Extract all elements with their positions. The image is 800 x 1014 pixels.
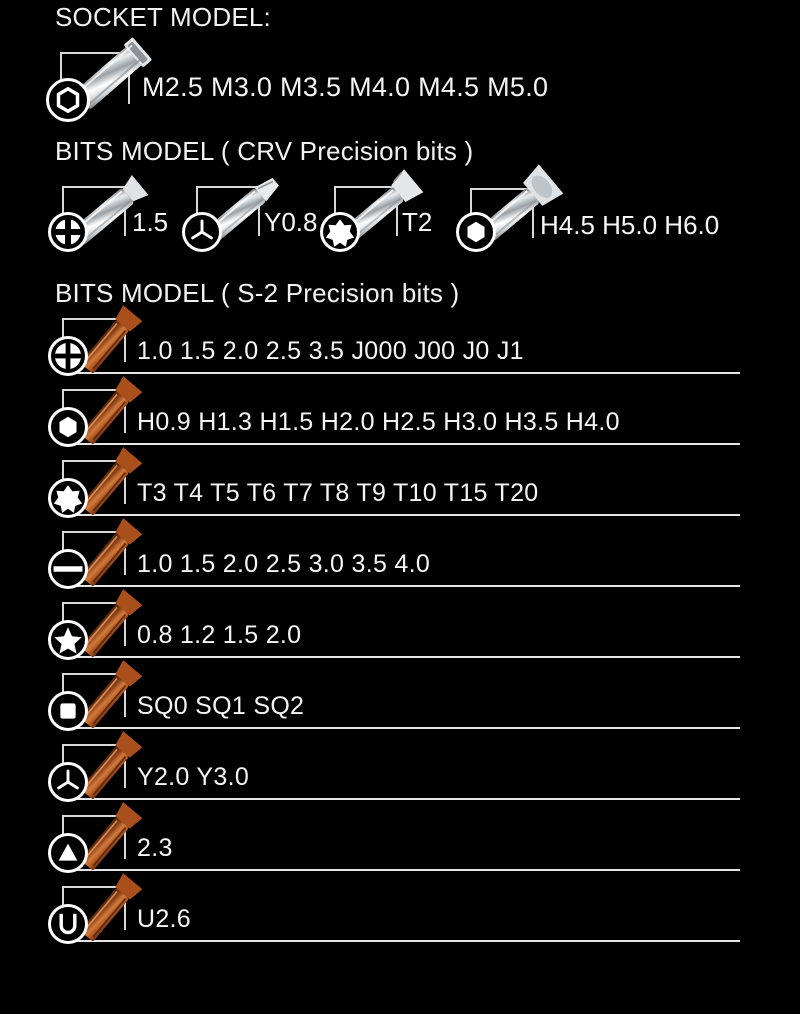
torx-bit-icon [48, 478, 88, 518]
socket-values: M2.5 M3.0 M3.5 M4.0 M4.5 M5.0 [142, 72, 549, 102]
hex-socket-icon [46, 78, 90, 122]
s2-bit-graphic [58, 586, 158, 666]
s2-row-values: 0.8 1.2 1.5 2.0 [137, 621, 302, 649]
crv-label-4: H4.5 H5.0 H6.0 [540, 210, 720, 240]
crv-bracket-1 [62, 186, 126, 236]
s2-row-values: H0.9 H1.3 H1.5 H2.0 H2.5 H3.0 H3.5 H4.0 [137, 408, 620, 436]
s2-row-rule [72, 585, 740, 587]
pentalobe-bit-icon [48, 620, 88, 660]
crv-bit-graphic-3 [330, 168, 430, 250]
s2-row-rule [72, 869, 740, 871]
s2-bit-graphic [58, 870, 158, 950]
crv-bracket-3 [334, 186, 398, 236]
s2-bit-graphic [58, 728, 158, 808]
tri-wing-bit-icon [48, 762, 88, 802]
s2-row-rule [72, 514, 740, 516]
phillips-bit-icon [48, 336, 88, 376]
tri-wing-bit-icon [182, 212, 222, 252]
section-title-socket: SOCKET MODEL: [55, 2, 271, 32]
s2-row-values: Y2.0 Y3.0 [137, 763, 250, 791]
s2-row-rule [72, 443, 740, 445]
s2-bit-graphic [58, 799, 158, 879]
s2-row-rule [72, 798, 740, 800]
crv-bit-graphic-4 [466, 164, 571, 252]
s2-bit-graphic [58, 657, 158, 737]
crv-label-1: 1.5 [132, 207, 169, 237]
section-title-crv: BITS MODEL ( CRV Precision bits ) [55, 136, 474, 166]
crv-bracket-2 [196, 186, 260, 236]
square-bit-icon [48, 691, 88, 731]
s2-row-values: SQ0 SQ1 SQ2 [137, 692, 305, 720]
s2-bit-graphic [58, 444, 158, 524]
s2-bit-graphic [58, 373, 158, 453]
slotted-cross-bit-icon [48, 212, 88, 252]
s2-row-values: U2.6 [137, 905, 192, 933]
u-shape-bit-icon [48, 904, 88, 944]
torx-bit-icon [320, 212, 360, 252]
crv-label-2: Y0.8 [264, 207, 318, 237]
s2-bit-graphic [58, 515, 158, 595]
crv-label-3: T2 [402, 207, 433, 237]
hex-bit-icon [456, 212, 496, 252]
s2-row-values: 1.0 1.5 2.0 2.5 3.5 J000 J00 J0 J1 [137, 337, 524, 365]
s2-row-values: 2.3 [137, 834, 173, 862]
slotted-bit-icon [48, 549, 88, 589]
socket-bit-graphic [58, 34, 168, 114]
s2-row-values: 1.0 1.5 2.0 2.5 3.0 3.5 4.0 [137, 550, 431, 578]
s2-bit-graphic [58, 302, 158, 382]
section-title-s2: BITS MODEL ( S-2 Precision bits ) [55, 278, 460, 308]
s2-row-values: T3 T4 T5 T6 T7 T8 T9 T10 T15 T20 [137, 479, 539, 507]
hex-bit-icon [48, 407, 88, 447]
s2-row-rule [72, 656, 740, 658]
s2-row-rule [72, 727, 740, 729]
s2-row-rule [72, 940, 740, 942]
s2-row-rule [72, 372, 740, 374]
triangle-bit-icon [48, 833, 88, 873]
